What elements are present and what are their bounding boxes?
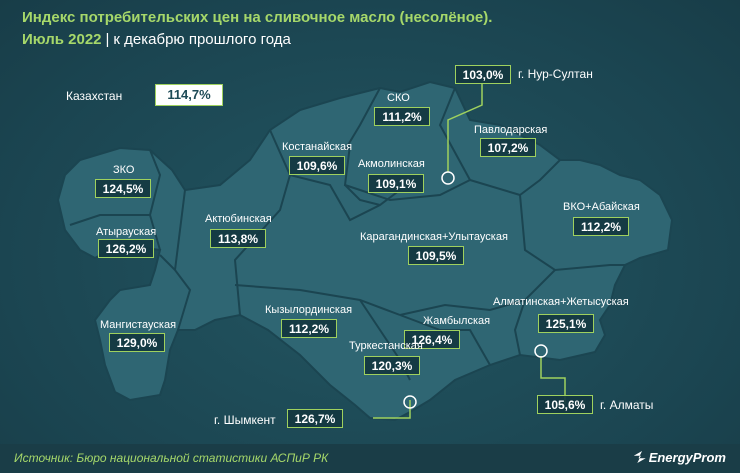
region-name-zko: ЗКО: [113, 164, 135, 176]
region-value-vko: 112,2%: [573, 217, 629, 236]
region-name-almaty-reg: Алматинская+Жетысуская: [493, 296, 629, 308]
title-separator: |: [105, 31, 110, 48]
region-value-turkestan: 120,3%: [364, 356, 420, 375]
region-name-aktobe: Актюбинская: [205, 213, 272, 225]
region-name-sko: СКО: [387, 92, 410, 104]
region-value-zhambyl: 126,4%: [404, 330, 460, 349]
city-markers: [403, 171, 548, 409]
period-label: Июль 2022: [22, 31, 102, 48]
region-name-vko: ВКО+Абайская: [563, 201, 640, 213]
city-value-nur-sultan: 103,0%: [455, 65, 511, 84]
source-note: Источник: Бюро национальной статистики А…: [14, 451, 329, 465]
region-name-atyrau: Атырауская: [96, 226, 157, 238]
logo-text: EnergyProm: [648, 450, 726, 465]
region-value-kyzylorda: 112,2%: [281, 319, 337, 338]
region-name-karaganda: Карагандинская+Улытауская: [360, 231, 508, 243]
subtitle-text: к декабрю прошлого года: [113, 31, 291, 48]
region-name-kostanay: Костанайская: [282, 141, 353, 153]
region-name-akmola: Акмолинская: [358, 158, 425, 170]
city-value-almaty: 105,6%: [537, 395, 593, 414]
country-value: 114,7%: [155, 84, 223, 106]
region-value-aktobe: 113,8%: [210, 229, 266, 248]
region-name-zhambyl: Жамбылская: [423, 315, 491, 327]
region-value-akmola: 109,1%: [368, 174, 424, 193]
region-name-turkestan: Туркестанская: [349, 340, 423, 352]
city-name-almaty: г. Алматы: [600, 398, 654, 412]
city-name-nur-sultan: г. Нур-Султан: [518, 67, 593, 81]
region-value-zko: 124,5%: [95, 179, 151, 198]
region-value-mangystau: 129,0%: [109, 333, 165, 352]
city-value-shymkent: 126,7%: [287, 409, 343, 428]
region-value-kostanay: 109,6%: [289, 156, 345, 175]
nur-sultan-marker: [441, 171, 455, 185]
region-value-pavlodar: 107,2%: [480, 138, 536, 157]
footer-bar: [0, 444, 740, 473]
region-value-atyrau: 126,2%: [98, 239, 154, 258]
city-name-shymkent: г. Шымкент: [214, 413, 276, 427]
region-value-sko: 111,2%: [374, 107, 430, 126]
region-value-almaty-reg: 125,1%: [538, 314, 594, 333]
region-value-karaganda: 109,5%: [408, 246, 464, 265]
leader-lines: [373, 83, 566, 419]
region-name-pavlodar: Павлодарская: [474, 124, 548, 136]
almaty-marker: [534, 344, 548, 358]
region-name-kyzylorda: Кызылординская: [265, 304, 353, 316]
logo: EnergyProm: [633, 450, 726, 465]
shymkent-marker: [403, 395, 417, 409]
chart-subtitle: Июль 2022 | к декабрю прошлого года: [22, 31, 291, 48]
energyprom-logo-icon: [633, 451, 646, 463]
region-name-mangystau: Мангистауская: [100, 319, 177, 331]
country-name: Казахстан: [66, 89, 123, 103]
chart-title: Индекс потребительских цен на сливочное …: [22, 9, 493, 26]
